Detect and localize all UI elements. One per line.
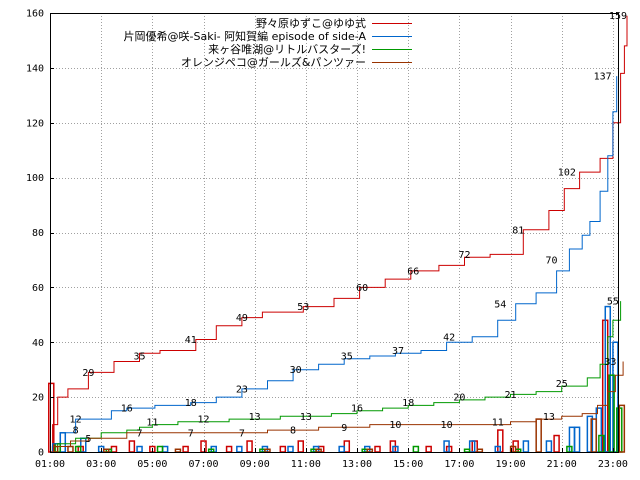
data-label-series-3: 20 (453, 393, 465, 404)
data-label-series-1: 53 (297, 302, 309, 313)
bar-series-4 (618, 404, 626, 453)
data-label-series-2: 42 (443, 332, 455, 343)
line-series-2 (50, 76, 618, 453)
legend-label-series-2: 片岡優希@咲-Saki- 阿知賀編 episode of side-A (124, 29, 367, 43)
data-label-series-2: 35 (341, 351, 353, 362)
data-label-series-3: 25 (556, 379, 568, 390)
data-label-series-1: 66 (407, 266, 419, 277)
data-label-series-2: 37 (392, 346, 404, 357)
data-label-series-3: 55 (607, 297, 619, 308)
data-label-series-3: 11 (146, 417, 158, 428)
line-series-3 (50, 301, 622, 453)
data-label-series-1: 102 (558, 168, 576, 179)
line-layer (50, 15, 628, 453)
legend-label-series-3: 来ヶ谷唯湖@リトルバスターズ! (208, 42, 366, 56)
x-tick-label: 09:00 (240, 459, 270, 470)
line-series-4 (50, 361, 624, 453)
data-label-series-1: 35 (134, 351, 146, 362)
y-tick-label: 120 (26, 118, 44, 129)
data-label-series-2: 18 (185, 398, 197, 409)
legend-label-series-4: オレンジペコ@ガールズ&パンツァー (181, 55, 366, 69)
y-tick-label: 60 (32, 283, 44, 294)
x-tick-label: 03:00 (86, 459, 116, 470)
data-label-series-3: 13 (300, 412, 312, 423)
data-label-series-3: 16 (351, 404, 363, 415)
y-tick-label: 160 (26, 9, 44, 20)
x-tick-label: 01:00 (35, 459, 65, 470)
data-label-series-1: 49 (236, 313, 248, 324)
data-label-series-2: 54 (494, 299, 506, 310)
data-label-series-4: 11 (492, 417, 504, 428)
data-label-series-1: 81 (512, 225, 524, 236)
data-label-series-4: 10 (441, 420, 453, 431)
data-label-series-2: 16 (121, 404, 133, 415)
y-tick-label: 140 (26, 63, 44, 74)
data-label-series-2: 137 (594, 72, 612, 83)
data-label-series-4: 10 (389, 420, 401, 431)
data-label-series-4: 33 (604, 357, 616, 368)
data-label-series-1: 41 (185, 335, 197, 346)
x-tick-label: 13:00 (342, 459, 372, 470)
data-label-series-4: 9 (341, 423, 347, 434)
gridlines (50, 13, 618, 452)
data-label-series-3: 12 (197, 415, 209, 426)
data-label-series-1: 72 (458, 250, 470, 261)
axis-labels: 0 20 40 60 80 100 120 140 160 01:00 03:00 05:00 07:0… (26, 9, 628, 471)
y-tick-label: 20 (32, 393, 44, 404)
data-label-series-4: 7 (137, 428, 143, 439)
data-label-series-4: 5 (85, 434, 91, 445)
data-label-series-4: 8 (290, 426, 296, 437)
y-tick-label: 0 (38, 448, 44, 459)
data-label-series-2: 70 (545, 255, 557, 266)
data-label-series-4: 7 (188, 428, 194, 439)
line-series-1 (50, 15, 628, 453)
x-tick-label: 23:00 (598, 459, 628, 470)
data-label-series-3: 21 (505, 390, 517, 401)
data-label-series-4: 7 (239, 428, 245, 439)
x-tick-label: 15:00 (393, 459, 423, 470)
y-tick-label: 40 (32, 338, 44, 349)
x-tick-label: 19:00 (495, 459, 525, 470)
data-label-series-2: 30 (290, 365, 302, 376)
data-label-series-1: 29 (82, 368, 94, 379)
x-tick-label: 17:00 (444, 459, 474, 470)
legend-label-series-1: 野々原ゆずこ@ゆゆ式 (256, 17, 366, 30)
x-tick-label: 11:00 (291, 459, 321, 470)
x-tick-label: 21:00 (547, 459, 577, 470)
data-label-series-3: 13 (249, 412, 261, 423)
y-tick-label: 100 (26, 173, 44, 184)
data-label-series-4: 13 (543, 412, 555, 423)
data-label-series-1: 60 (356, 283, 368, 294)
data-label-series-3: 8 (73, 426, 79, 437)
x-tick-label: 07:00 (188, 459, 218, 470)
y-tick-label: 80 (32, 228, 44, 239)
data-label-series-2: 12 (70, 415, 82, 426)
data-label-series-2: 23 (236, 384, 248, 395)
x-tick-label: 05:00 (137, 459, 167, 470)
data-label-series-3: 18 (402, 398, 414, 409)
